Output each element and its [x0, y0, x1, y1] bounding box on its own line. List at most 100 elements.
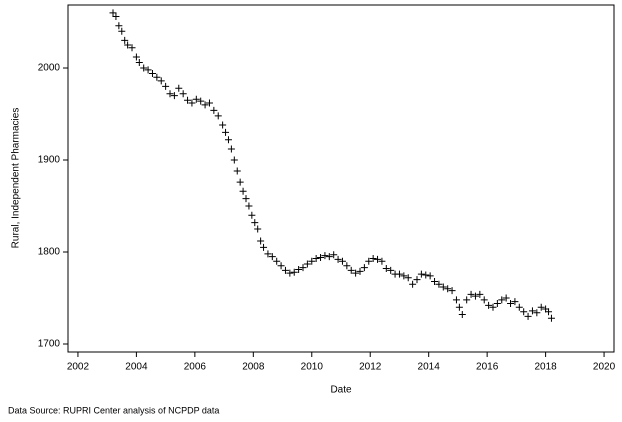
data-point	[325, 253, 333, 261]
data-point	[273, 257, 281, 265]
data-point	[264, 250, 272, 258]
y-tick-label: 1700	[38, 339, 61, 350]
data-point	[413, 276, 421, 284]
data-point	[347, 266, 355, 274]
data-point	[132, 53, 140, 61]
data-point	[281, 266, 289, 274]
data-point	[184, 96, 192, 104]
data-point	[435, 280, 443, 288]
x-tick-label: 2012	[359, 362, 382, 373]
data-point	[431, 277, 439, 285]
data-point	[448, 287, 456, 295]
y-tick-label: 1800	[38, 247, 61, 258]
data-point	[343, 262, 351, 270]
data-point	[109, 9, 117, 17]
data-point	[352, 269, 360, 277]
data-point	[485, 301, 493, 309]
x-tick-label: 2014	[418, 362, 441, 373]
data-point	[248, 211, 256, 219]
data-point	[471, 292, 479, 300]
data-point	[144, 66, 152, 74]
data-point	[227, 145, 235, 153]
data-point	[455, 303, 463, 311]
data-point	[369, 254, 377, 262]
data-point	[463, 296, 471, 304]
data-point	[533, 309, 541, 317]
data-point	[417, 270, 425, 278]
data-point	[502, 294, 510, 302]
plot-frame	[67, 4, 615, 353]
x-tick-label: 2010	[301, 362, 324, 373]
data-point	[166, 90, 174, 98]
source-note: Data Source: RUPRI Center analysis of NC…	[8, 405, 219, 415]
data-point	[365, 257, 373, 265]
data-point	[493, 300, 501, 308]
data-point	[140, 64, 148, 72]
data-point	[404, 274, 412, 282]
data-point	[175, 84, 183, 92]
data-point	[524, 312, 532, 320]
data-point	[356, 267, 364, 275]
data-point	[135, 58, 143, 66]
data-point	[547, 314, 555, 322]
data-point	[480, 296, 488, 304]
data-point	[290, 268, 298, 276]
data-point	[179, 90, 187, 98]
data-point	[197, 97, 205, 105]
data-point	[239, 187, 247, 195]
data-point	[233, 167, 241, 175]
data-point	[458, 311, 466, 319]
data-point	[222, 128, 230, 136]
x-tick-label: 2002	[67, 362, 90, 373]
data-point	[395, 270, 403, 278]
data-point	[277, 262, 285, 270]
data-point	[236, 178, 244, 186]
x-axis-label: Date	[330, 385, 352, 396]
data-point	[338, 257, 346, 265]
data-point	[112, 12, 120, 20]
data-point	[201, 101, 209, 109]
data-point	[268, 253, 276, 261]
data-point	[128, 44, 136, 52]
data-point	[162, 82, 170, 90]
data-point	[520, 308, 528, 316]
data-point	[299, 264, 307, 272]
data-point	[192, 95, 200, 103]
data-point	[308, 257, 316, 265]
data-point	[254, 225, 262, 233]
data-point	[528, 307, 536, 315]
data-point	[245, 202, 253, 210]
data-point	[295, 265, 303, 273]
x-tick-label: 2018	[534, 362, 557, 373]
data-point	[121, 36, 129, 44]
x-tick-label: 2020	[593, 362, 616, 373]
x-tick-label: 2004	[125, 362, 148, 373]
data-point	[124, 41, 132, 49]
data-point	[286, 269, 294, 277]
y-tick-label: 1900	[38, 155, 61, 166]
data-point	[230, 156, 238, 164]
data-point	[515, 303, 523, 311]
data-point	[511, 298, 519, 306]
data-point	[426, 272, 434, 280]
data-point	[489, 303, 497, 311]
data-point	[452, 296, 460, 304]
data-point	[409, 280, 417, 288]
y-axis-label: Rural, Independent Pharmacies	[11, 108, 22, 249]
data-point	[378, 257, 386, 265]
data-point	[317, 254, 325, 262]
data-point	[115, 22, 123, 30]
data-point	[242, 195, 250, 203]
data-point	[400, 272, 408, 280]
data-point	[219, 121, 227, 129]
data-point	[188, 99, 196, 107]
data-point	[439, 283, 447, 291]
data-point	[312, 254, 320, 262]
data-point	[118, 27, 126, 35]
x-tick-label: 2008	[242, 362, 265, 373]
data-point	[360, 264, 368, 272]
data-point	[476, 290, 484, 298]
data-point	[382, 265, 390, 273]
data-point	[251, 219, 259, 227]
